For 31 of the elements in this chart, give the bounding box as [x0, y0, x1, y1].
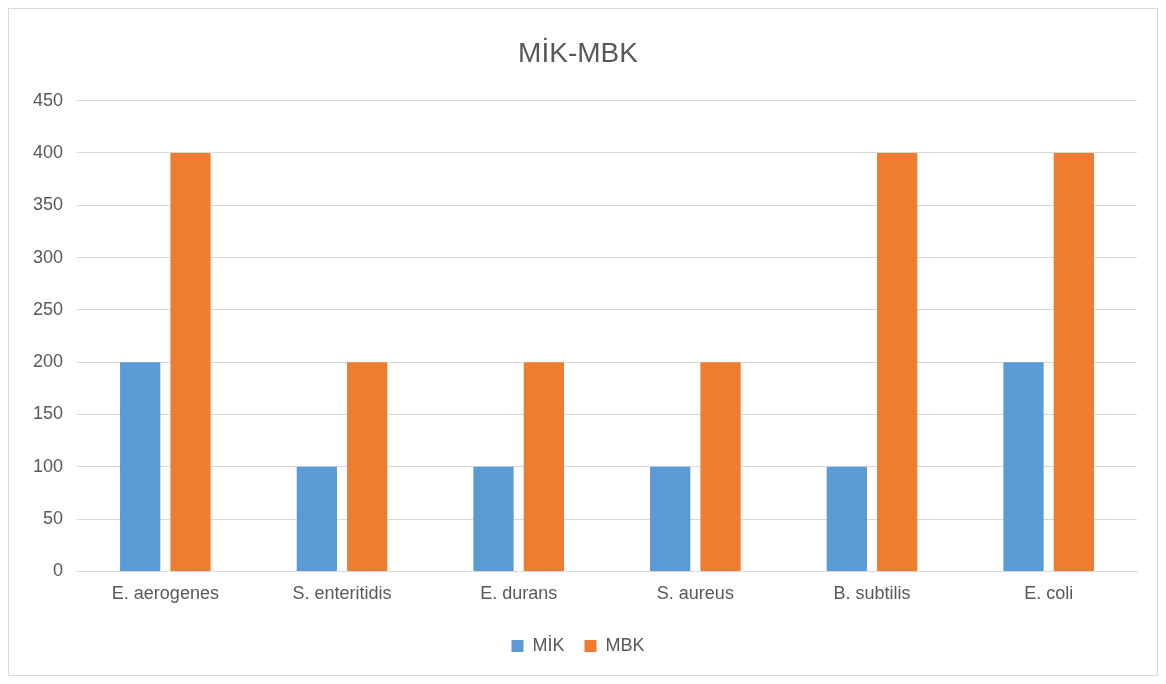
- x-tick-label: S. enteritidis: [292, 583, 392, 604]
- bar: [650, 466, 691, 571]
- y-tick-label: 250: [32, 298, 64, 319]
- y-tick-label: 400: [32, 141, 64, 162]
- bar: [473, 466, 514, 571]
- y-tick-label: 200: [32, 351, 64, 372]
- bar: [700, 362, 741, 571]
- x-tick-label: B. subtilis: [833, 583, 911, 604]
- bar: [1003, 362, 1044, 571]
- bar: [170, 152, 211, 571]
- y-tick-label: 150: [32, 403, 64, 424]
- legend-label: MBK: [605, 634, 645, 655]
- legend-label: MİK: [532, 634, 565, 655]
- bar: [120, 362, 161, 571]
- bar: [826, 466, 867, 571]
- x-tick-label: E. durans: [480, 583, 558, 604]
- chart-title: MİK-MBK: [518, 36, 639, 68]
- y-tick-label: 50: [43, 508, 64, 529]
- y-tick-label: 300: [32, 246, 64, 267]
- x-tick-label: E. coli: [1024, 583, 1074, 604]
- bar: [347, 362, 388, 571]
- bar: [296, 466, 337, 571]
- bar: [523, 362, 564, 571]
- y-tick-label: 350: [32, 194, 64, 215]
- x-tick-label: S. aureus: [656, 583, 734, 604]
- x-tick-label: E. aerogenes: [111, 583, 219, 604]
- bar: [1053, 152, 1094, 571]
- bar: [877, 152, 918, 571]
- y-tick-label: 0: [53, 560, 64, 581]
- y-tick-label: 450: [32, 89, 64, 110]
- y-tick-label: 100: [32, 455, 64, 476]
